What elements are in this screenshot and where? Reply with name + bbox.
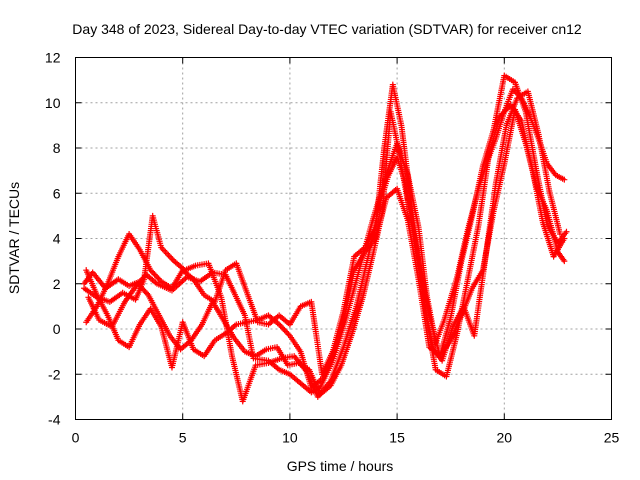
x-axis-label: GPS time / hours bbox=[287, 458, 394, 474]
data-point bbox=[561, 258, 568, 265]
data-point bbox=[561, 235, 568, 242]
x-tick-label: 0 bbox=[72, 430, 80, 446]
data-point bbox=[557, 230, 564, 237]
x-tick-label: 10 bbox=[282, 430, 298, 446]
y-tick-label: 10 bbox=[45, 95, 61, 111]
axis-ticks bbox=[75, 57, 612, 420]
y-tick-label: 6 bbox=[53, 185, 61, 201]
y-tick-label: 4 bbox=[53, 231, 61, 247]
data-points bbox=[81, 72, 570, 405]
data-point bbox=[563, 228, 570, 235]
y-tick-labels: -4 -2 0 2 4 6 8 10 12 bbox=[45, 50, 61, 428]
y-tick-label: 12 bbox=[45, 50, 61, 66]
x-tick-label: 15 bbox=[389, 430, 405, 446]
y-tick-label: 0 bbox=[53, 321, 61, 337]
y-tick-label: 8 bbox=[53, 140, 61, 156]
y-tick-label: -4 bbox=[48, 412, 61, 428]
y-tick-label: 2 bbox=[53, 276, 61, 292]
x-tick-label: 5 bbox=[179, 430, 187, 446]
x-tick-label: 25 bbox=[604, 430, 620, 446]
x-tick-labels: 0 5 10 15 20 25 bbox=[72, 430, 620, 446]
x-tick-label: 20 bbox=[497, 430, 513, 446]
series-5 bbox=[85, 88, 564, 398]
data-point bbox=[561, 176, 568, 183]
y-axis-label: SDTVAR / TECUs bbox=[6, 182, 22, 294]
y-tick-label: -2 bbox=[48, 366, 61, 382]
chart-title: Day 348 of 2023, Sidereal Day-to-day VTE… bbox=[72, 21, 582, 37]
